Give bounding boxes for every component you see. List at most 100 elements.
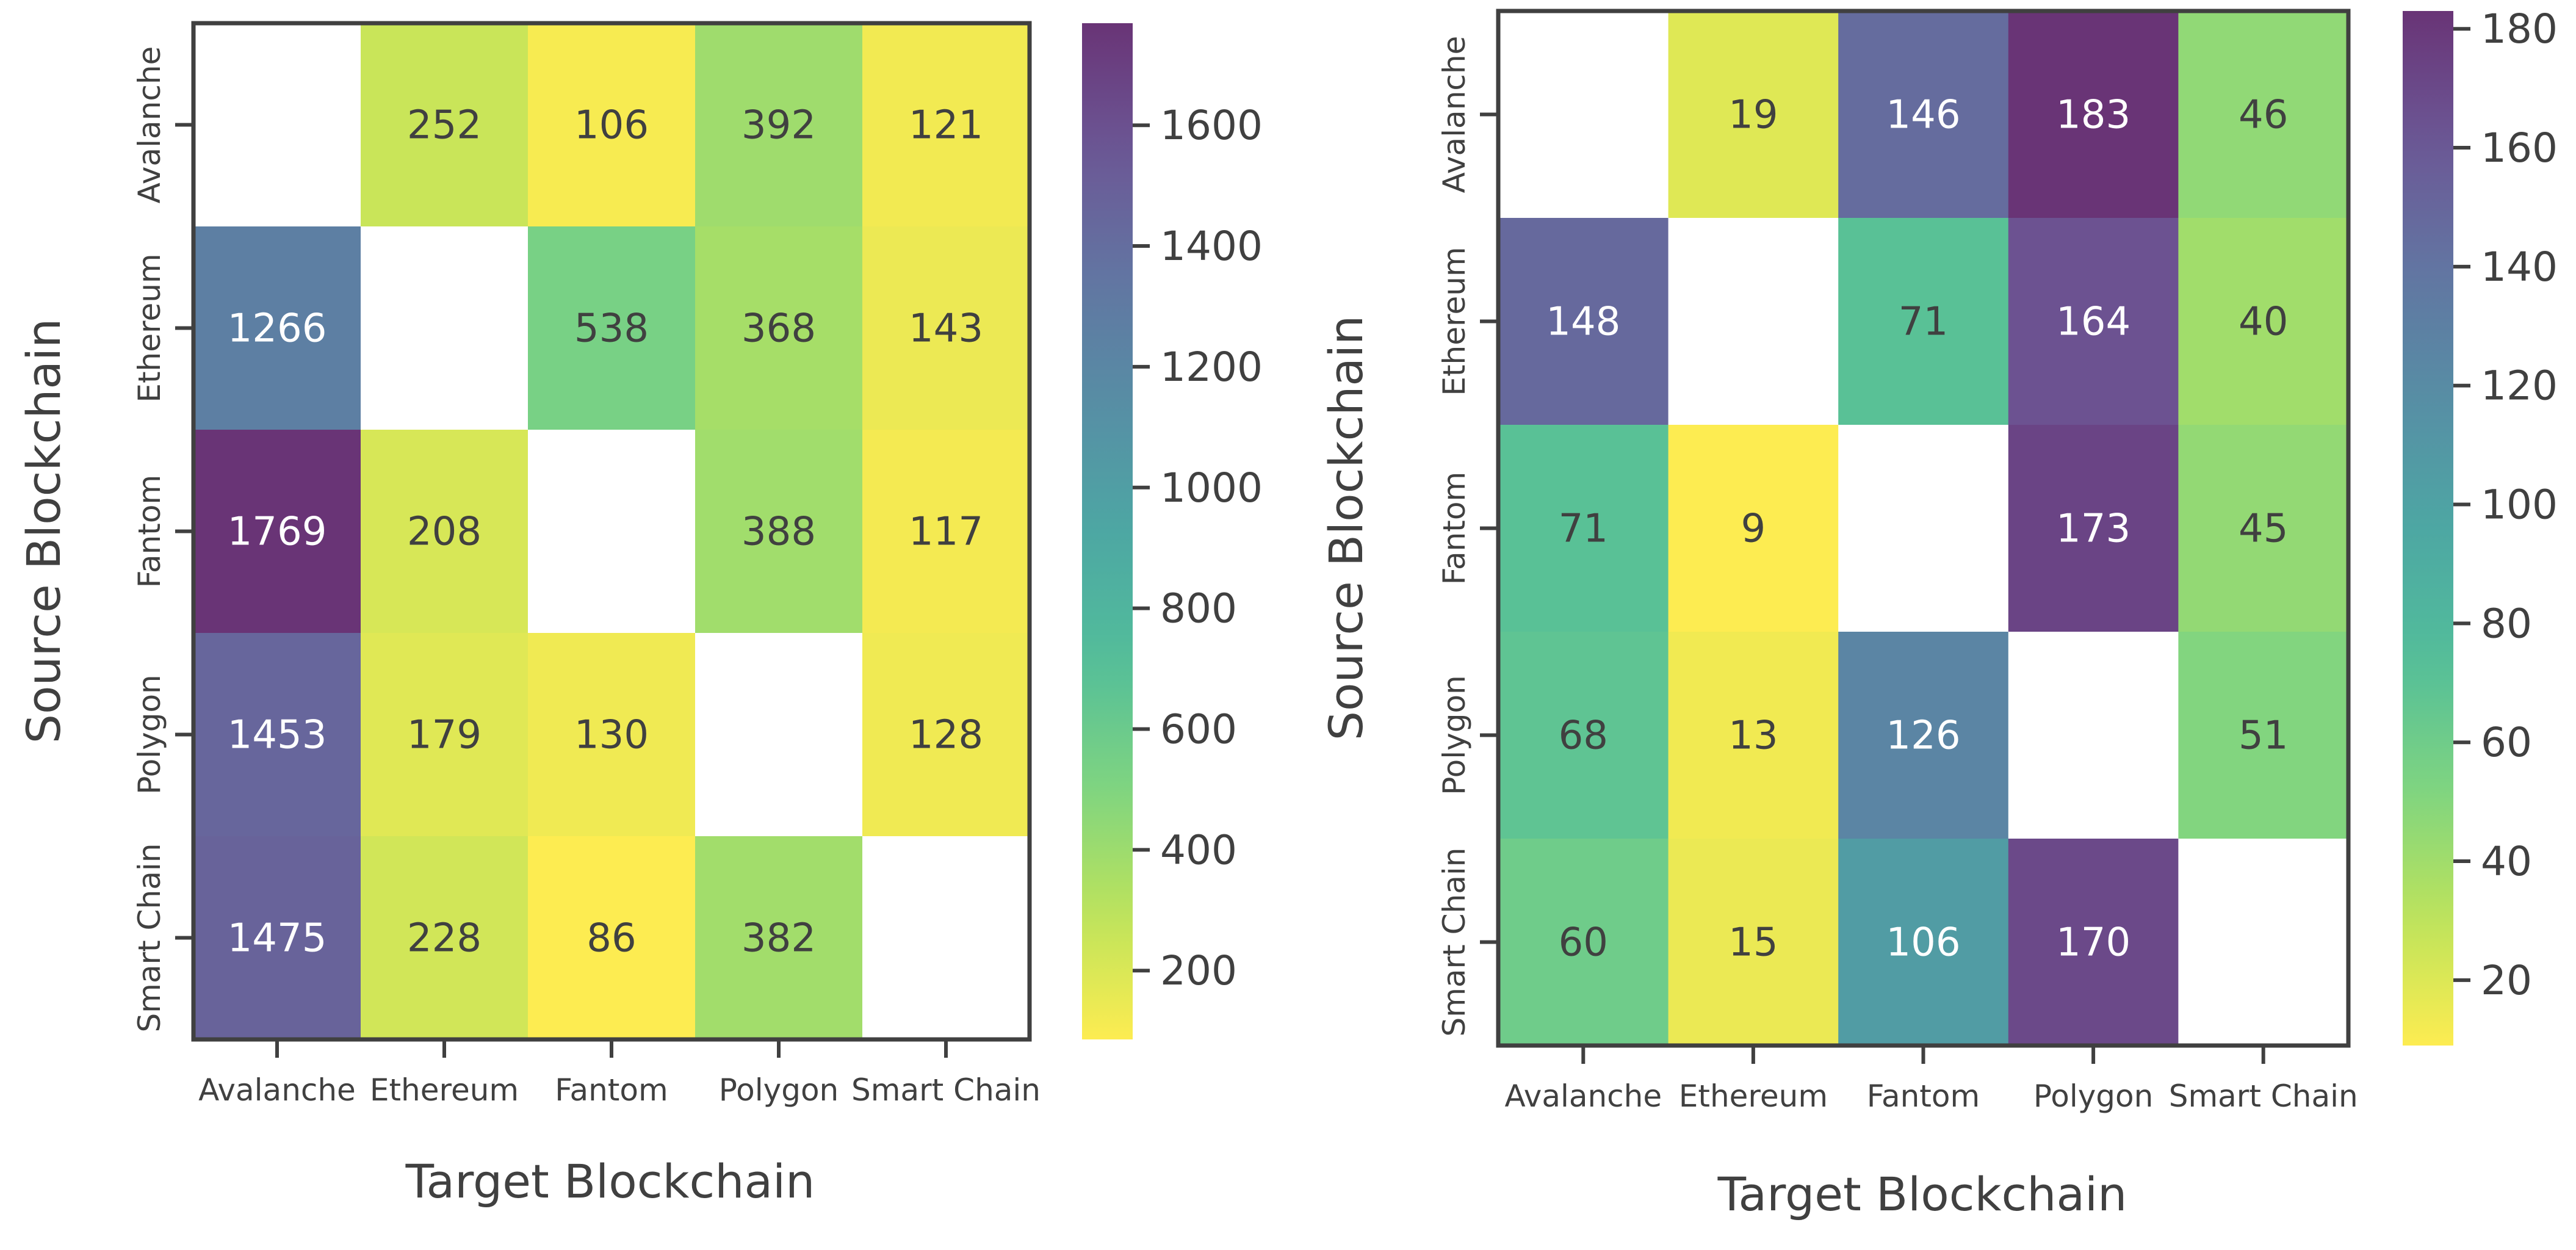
- heatmap-cell: [361, 430, 529, 634]
- heatmap-cell: [2178, 632, 2349, 839]
- cell-value-label: 392: [741, 103, 816, 148]
- heatmap-cell: [193, 633, 361, 837]
- colorbar-tick-label: 120: [2481, 363, 2558, 410]
- y-tick-label: Fantom: [132, 475, 167, 588]
- x-tick-label: Avalanche: [198, 1072, 356, 1108]
- y-tick-label: Avalanche: [132, 46, 167, 204]
- y-tick-label: Smart Chain: [1437, 848, 1472, 1037]
- heatmap-cell: [1668, 632, 1839, 839]
- colorbar-tick-label: 400: [1160, 826, 1237, 873]
- cell-value-label: 1769: [228, 510, 327, 555]
- heatmap-cell: [1838, 11, 2009, 219]
- heatmap-cell: [2178, 425, 2349, 632]
- heatmap-panel-1: 252 106 392 121 1266 538 368 143 1769 208 388 117 14…: [16, 21, 1263, 1208]
- heatmap-panel-2: 19 146 183 46 148 71 164 40 71 9 173 45 68 13 126 51 60 1…: [1319, 5, 2558, 1221]
- cell-value-label: 9: [1741, 507, 1766, 552]
- cell-value-label: 252: [407, 103, 482, 148]
- heatmap-cell: [361, 633, 529, 837]
- y-tick-label: Polygon: [1437, 675, 1472, 795]
- heatmap-cell: [2008, 218, 2179, 425]
- colorbar-tick-label: 180: [2481, 5, 2558, 52]
- colorbar-tick-label: 1600: [1160, 102, 1263, 149]
- colorbar-tick-label: 600: [1160, 706, 1237, 753]
- cell-value-label: 164: [2056, 300, 2130, 345]
- colorbar-tick-label: 20: [2481, 957, 2532, 1004]
- colorbar-tick-label: 200: [1160, 947, 1237, 994]
- cell-value-label: 51: [2239, 714, 2288, 759]
- cell-value-label: 1266: [228, 306, 327, 352]
- y-tick-label: Polygon: [132, 674, 167, 794]
- cell-value-label: 208: [407, 510, 482, 555]
- colorbar-tick-label: 160: [2481, 125, 2558, 172]
- cell-value-label: 126: [1886, 714, 1960, 759]
- x-tick-label: Smart Chain: [851, 1072, 1041, 1108]
- x-tick-label: Ethereum: [1679, 1078, 1828, 1114]
- heatmap-cell: [1838, 632, 2009, 839]
- heatmap-cell: [695, 430, 863, 634]
- cell-value-label: 538: [574, 306, 649, 352]
- x-tick-label: Fantom: [555, 1072, 668, 1108]
- x-tick-label: Ethereum: [370, 1072, 519, 1108]
- heatmap-cell-empty: [695, 633, 862, 836]
- heatmap-cell: [361, 23, 529, 227]
- x-axis-title: Target Blockchain: [405, 1154, 815, 1208]
- colorbar-tick-label: 140: [2481, 244, 2558, 291]
- cell-value-label: 19: [1728, 93, 1778, 138]
- cell-value-label: 179: [407, 713, 482, 758]
- heatmap-cell: [528, 226, 696, 430]
- cell-value-label: 1475: [228, 916, 327, 961]
- colorbar-tick-label: 80: [2481, 600, 2532, 647]
- heatmap-cell-empty: [862, 836, 1030, 1039]
- heatmap-cell: [1668, 425, 1839, 632]
- cell-value-label: 40: [2239, 300, 2288, 345]
- heatmap-cell: [361, 836, 529, 1040]
- colorbar: [2403, 11, 2453, 1046]
- heatmap-cell: [695, 836, 863, 1040]
- cell-value-label: 46: [2239, 93, 2288, 138]
- heatmap-cell: [862, 633, 1030, 837]
- cell-value-label: 146: [1886, 93, 1960, 138]
- heatmap-cell-empty: [2008, 632, 2179, 839]
- x-tick-label: Polygon: [2033, 1078, 2153, 1114]
- cell-value-label: 148: [1546, 300, 1620, 345]
- cell-value-label: 121: [909, 103, 983, 148]
- heatmap-cell: [695, 23, 863, 227]
- x-tick-label: Polygon: [719, 1072, 839, 1108]
- heatmap-cell: [2008, 839, 2179, 1046]
- heatmap-cell-empty: [1668, 218, 1839, 425]
- colorbar-tick-label: 100: [2481, 482, 2558, 529]
- heatmap-cell: [1498, 218, 1669, 425]
- colorbar-tick-label: 1200: [1160, 344, 1263, 391]
- cell-value-label: 228: [407, 916, 482, 961]
- cell-value-label: 183: [2056, 93, 2130, 138]
- heatmap-cell-empty: [528, 430, 695, 633]
- y-axis-title: Source Blockchain: [1319, 316, 1373, 741]
- cell-value-label: 173: [2056, 507, 2130, 552]
- colorbar: [1082, 23, 1133, 1039]
- heatmap-cell: [2008, 11, 2179, 219]
- cell-value-label: 86: [586, 916, 636, 961]
- heatmap-cell: [1838, 839, 2009, 1046]
- cell-value-label: 128: [909, 713, 983, 758]
- cell-value-label: 106: [1886, 920, 1960, 966]
- y-tick-label: Avalanche: [1437, 36, 1472, 193]
- cell-value-label: 68: [1559, 714, 1608, 759]
- heatmap-cell-empty: [1838, 425, 2008, 632]
- cell-value-label: 106: [574, 103, 649, 148]
- cell-value-label: 368: [741, 306, 816, 352]
- cell-value-label: 13: [1728, 714, 1778, 759]
- heatmap-cell: [1498, 425, 1669, 632]
- heatmap-cell: [1668, 11, 1839, 219]
- cell-value-label: 60: [1559, 920, 1608, 966]
- heatmap-cell: [193, 430, 361, 634]
- cell-value-label: 143: [909, 306, 983, 352]
- heatmap-cell-empty: [1498, 11, 1669, 218]
- heatmap-cell: [193, 226, 361, 430]
- cell-value-label: 1453: [228, 713, 327, 758]
- x-tick-label: Smart Chain: [2169, 1078, 2358, 1114]
- heatmap-cell: [1668, 839, 1839, 1046]
- heatmap-cell: [1838, 218, 2009, 425]
- heatmap-cell: [193, 836, 361, 1040]
- y-tick-label: Ethereum: [132, 253, 167, 402]
